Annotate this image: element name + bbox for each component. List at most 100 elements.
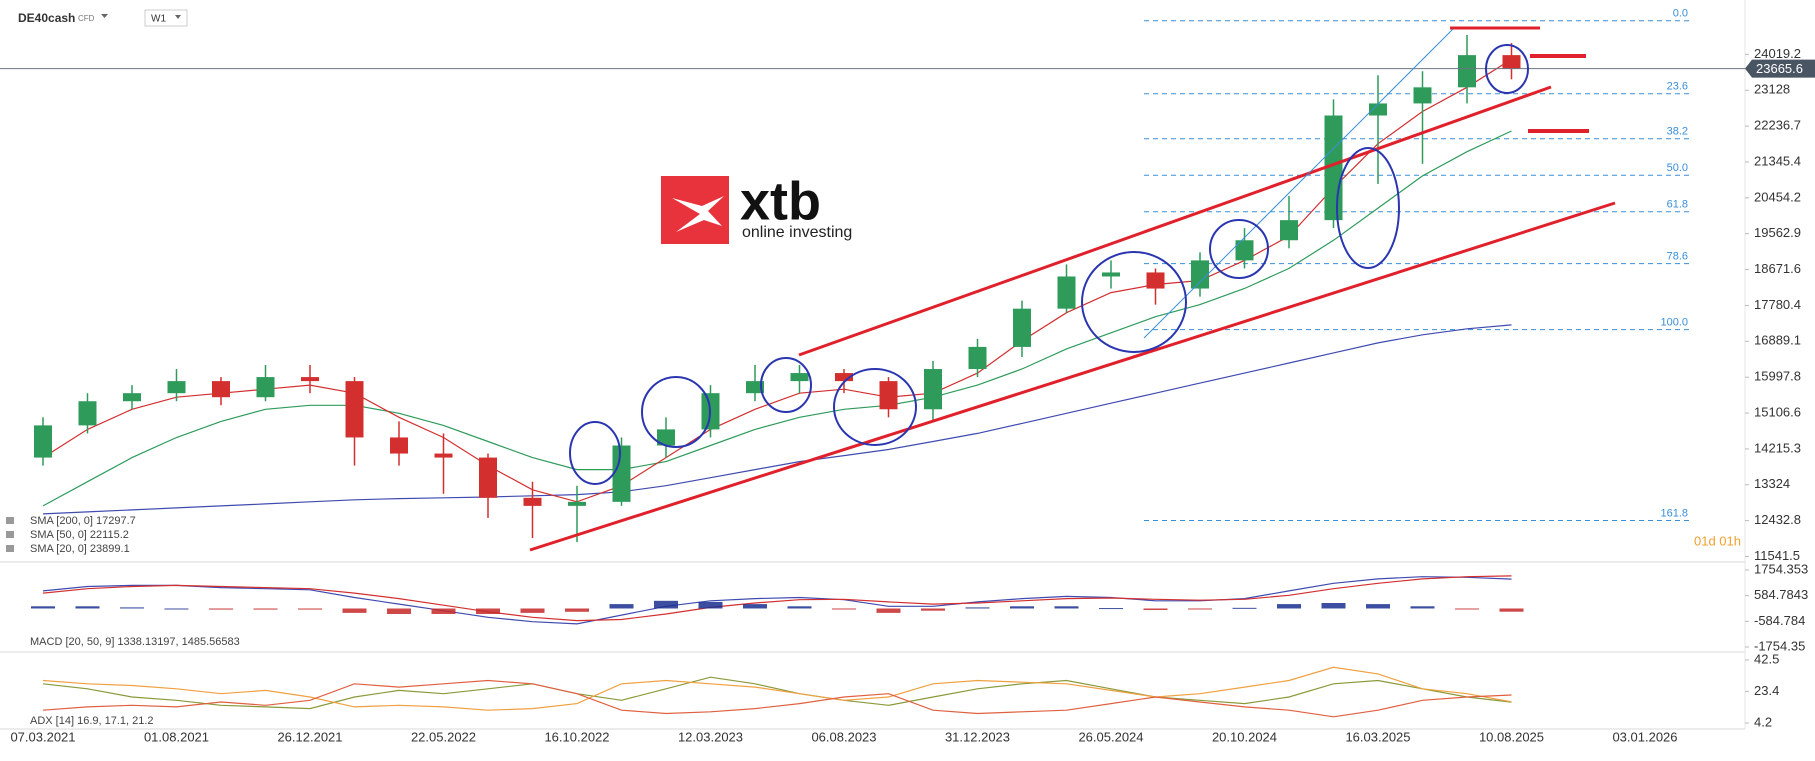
y-tick-label: 20454.2	[1754, 189, 1801, 204]
candle-body	[1102, 272, 1120, 277]
y-tick-label: 12432.8	[1754, 512, 1801, 527]
instrument-type: CFD	[78, 14, 95, 23]
y-tick-label: 14215.3	[1754, 440, 1801, 455]
y-tick-label: 4.2	[1754, 714, 1772, 729]
fib-level-label: 61.8	[1667, 199, 1688, 211]
histogram-bar	[1143, 608, 1168, 611]
legend-icon	[6, 517, 14, 524]
x-tick-label: 07.03.2021	[10, 729, 75, 744]
channel-line	[798, 85, 1552, 357]
histogram-bar	[1410, 606, 1435, 609]
histogram-bar	[921, 608, 945, 611]
candle-body	[1146, 272, 1165, 289]
candle-body	[523, 497, 542, 506]
fib-level-label: 50.0	[1667, 162, 1688, 174]
indicator-legend: MACD [20, 50, 9] 1338.13197, 1485.56583	[30, 636, 240, 648]
y-tick-label: -1754.35	[1754, 638, 1805, 653]
highlight-circle	[641, 376, 711, 448]
fib-trend-line	[1143, 28, 1454, 339]
symbol[interactable]: DE40cash	[18, 11, 75, 25]
x-tick-label: 20.10.2024	[1212, 729, 1277, 744]
y-tick-label: 19562.9	[1754, 225, 1801, 240]
legend-icon	[6, 545, 14, 552]
countdown: 01d 01h	[1694, 533, 1741, 548]
histogram-bar	[298, 608, 322, 610]
candle-body	[345, 381, 364, 438]
histogram-bar	[31, 606, 55, 609]
timeframe[interactable]: W1	[151, 14, 166, 25]
timeframe-box[interactable]	[144, 9, 188, 27]
histogram-bar	[164, 608, 189, 610]
histogram-bar	[1054, 606, 1079, 609]
candle-body	[479, 457, 497, 498]
legend-entry: SMA [20, 0] 23899.1	[30, 543, 130, 555]
highlight-circle	[569, 421, 621, 485]
logo-glyph	[672, 196, 724, 232]
y-tick-label: 42.5	[1754, 651, 1779, 666]
histogram-bar	[1455, 608, 1479, 610]
candle-body	[390, 437, 408, 454]
logo-brand: xtb	[740, 171, 821, 231]
histogram-bar	[654, 600, 678, 609]
histogram-bar	[1366, 604, 1390, 609]
highlight-circle	[1209, 219, 1269, 279]
histogram-bar	[520, 608, 545, 613]
candle-body	[568, 501, 586, 506]
timeframe-dropdown[interactable]	[175, 15, 181, 19]
candle-body	[78, 401, 97, 426]
y-tick-label: 1754.353	[1754, 561, 1808, 576]
histogram-bar	[1232, 607, 1257, 609]
y-tick-label: 23128	[1754, 82, 1790, 97]
indicator-line	[42, 666, 1512, 711]
y-tick-label: 16889.1	[1754, 333, 1801, 348]
x-tick-label: 12.03.2023	[678, 729, 743, 744]
sma-line	[42, 324, 1512, 515]
y-tick-label: 13324	[1754, 476, 1790, 491]
histogram-bar	[1099, 608, 1123, 610]
candle-body	[301, 377, 319, 382]
symbol-dropdown[interactable]	[101, 14, 108, 18]
y-tick-label: 18671.6	[1754, 261, 1801, 276]
histogram-bar	[565, 608, 589, 612]
candle-body	[1235, 240, 1254, 261]
candle-body	[212, 381, 230, 398]
indicator-line	[42, 575, 1512, 622]
candle-body	[879, 381, 898, 410]
fib-level-label: 161.8	[1660, 507, 1688, 519]
sma-line	[42, 130, 1512, 507]
histogram-bar	[476, 608, 500, 614]
indicator-line	[42, 679, 1512, 718]
candle-body	[1057, 276, 1076, 309]
y-tick-label: 24019.2	[1754, 46, 1801, 61]
fib-level-label: 38.2	[1667, 126, 1688, 138]
fib-level-label: 100.0	[1660, 317, 1688, 329]
x-tick-label: 31.12.2023	[945, 729, 1010, 744]
sma-line	[42, 58, 1512, 503]
indicator-line	[42, 576, 1512, 625]
fib-level-label: 23.6	[1667, 81, 1688, 93]
highlight-circle	[1081, 251, 1187, 353]
channel-line	[529, 201, 1616, 552]
last-price-box	[1745, 59, 1815, 78]
y-tick-label: 17780.4	[1754, 297, 1801, 312]
histogram-bar	[876, 608, 901, 613]
x-tick-label: 01.08.2021	[144, 729, 209, 744]
highlight-circle	[833, 368, 917, 446]
y-tick-label: 15997.8	[1754, 369, 1801, 384]
highlight-circle	[1485, 44, 1529, 94]
x-tick-label: 10.08.2025	[1479, 729, 1544, 744]
candle-body	[657, 429, 675, 446]
logo-tagline: online investing	[742, 224, 852, 241]
indicator-legend: ADX [14] 16.9, 17.1, 21.2	[30, 715, 154, 727]
histogram-bar	[342, 608, 367, 613]
candle-body	[968, 346, 987, 370]
histogram-bar	[787, 606, 812, 609]
candle-body	[167, 381, 186, 394]
y-tick-label: 15106.6	[1754, 404, 1801, 419]
y-tick-label: 23.4	[1754, 683, 1779, 698]
histogram-bar	[698, 601, 723, 609]
y-tick-label: 584.7843	[1754, 587, 1808, 602]
candle-body	[612, 445, 631, 502]
histogram-bar	[1321, 603, 1346, 609]
